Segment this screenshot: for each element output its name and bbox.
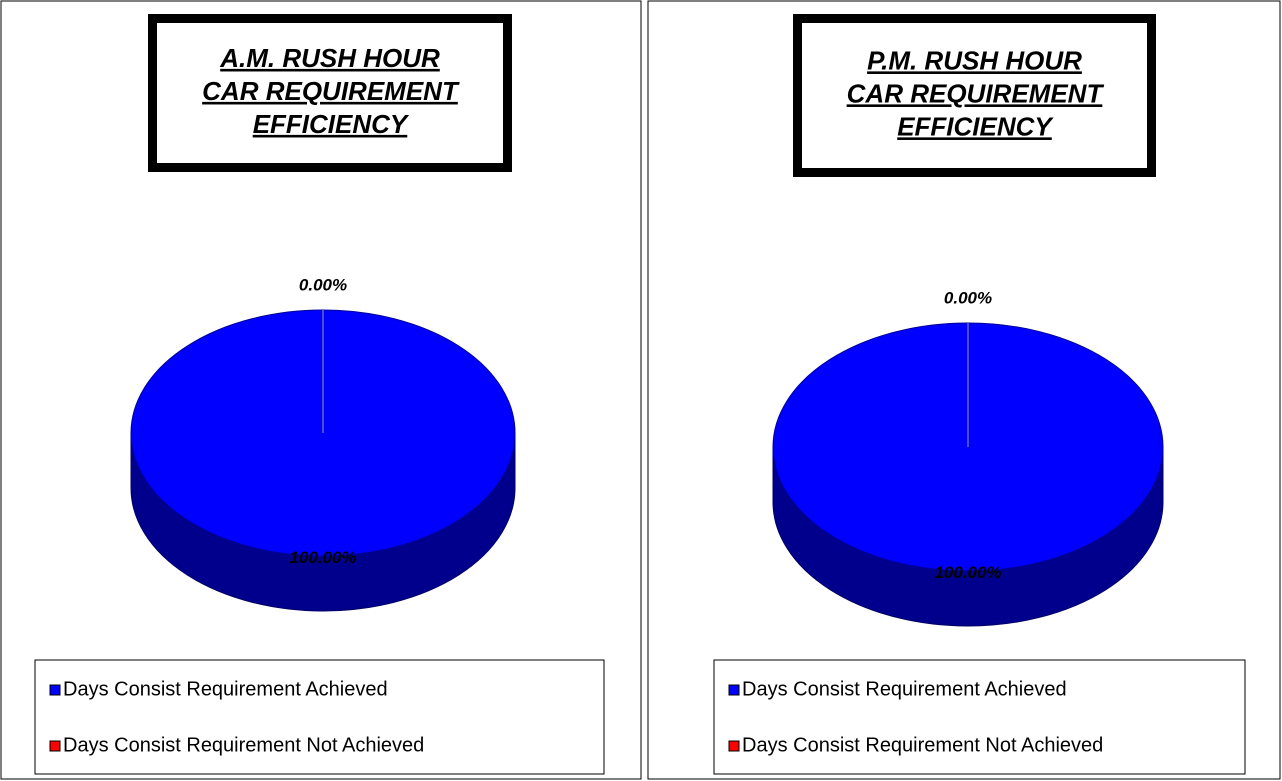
chart-title: EFFICIENCY <box>253 109 410 139</box>
data-label: 0.00% <box>299 275 347 294</box>
legend-label: Days Consist Requirement Achieved <box>742 678 1067 700</box>
chart-title: CAR REQUIREMENT <box>847 78 1105 108</box>
legend-label: Days Consist Requirement Achieved <box>63 678 388 700</box>
legend-box <box>713 659 1246 775</box>
legend-swatch <box>728 740 740 752</box>
legend-swatch <box>49 684 61 696</box>
legend-label: Days Consist Requirement Not Achieved <box>63 734 424 756</box>
title-box <box>148 14 512 172</box>
title-box <box>793 14 1156 177</box>
panel <box>647 0 1281 780</box>
data-label: 100.00% <box>289 548 356 567</box>
data-label: 100.00% <box>934 563 1001 582</box>
legend-box <box>34 659 605 775</box>
legend-label: Days Consist Requirement Not Achieved <box>742 734 1103 756</box>
chart-title: EFFICIENCY <box>897 111 1054 141</box>
chart-title: A.M. RUSH HOUR <box>219 43 440 73</box>
data-label: 0.00% <box>944 288 992 307</box>
legend-swatch <box>49 740 61 752</box>
chart-title: CAR REQUIREMENT <box>202 76 460 106</box>
legend-swatch <box>728 684 740 696</box>
panel <box>0 0 642 780</box>
chart-title: P.M. RUSH HOUR <box>867 45 1082 75</box>
